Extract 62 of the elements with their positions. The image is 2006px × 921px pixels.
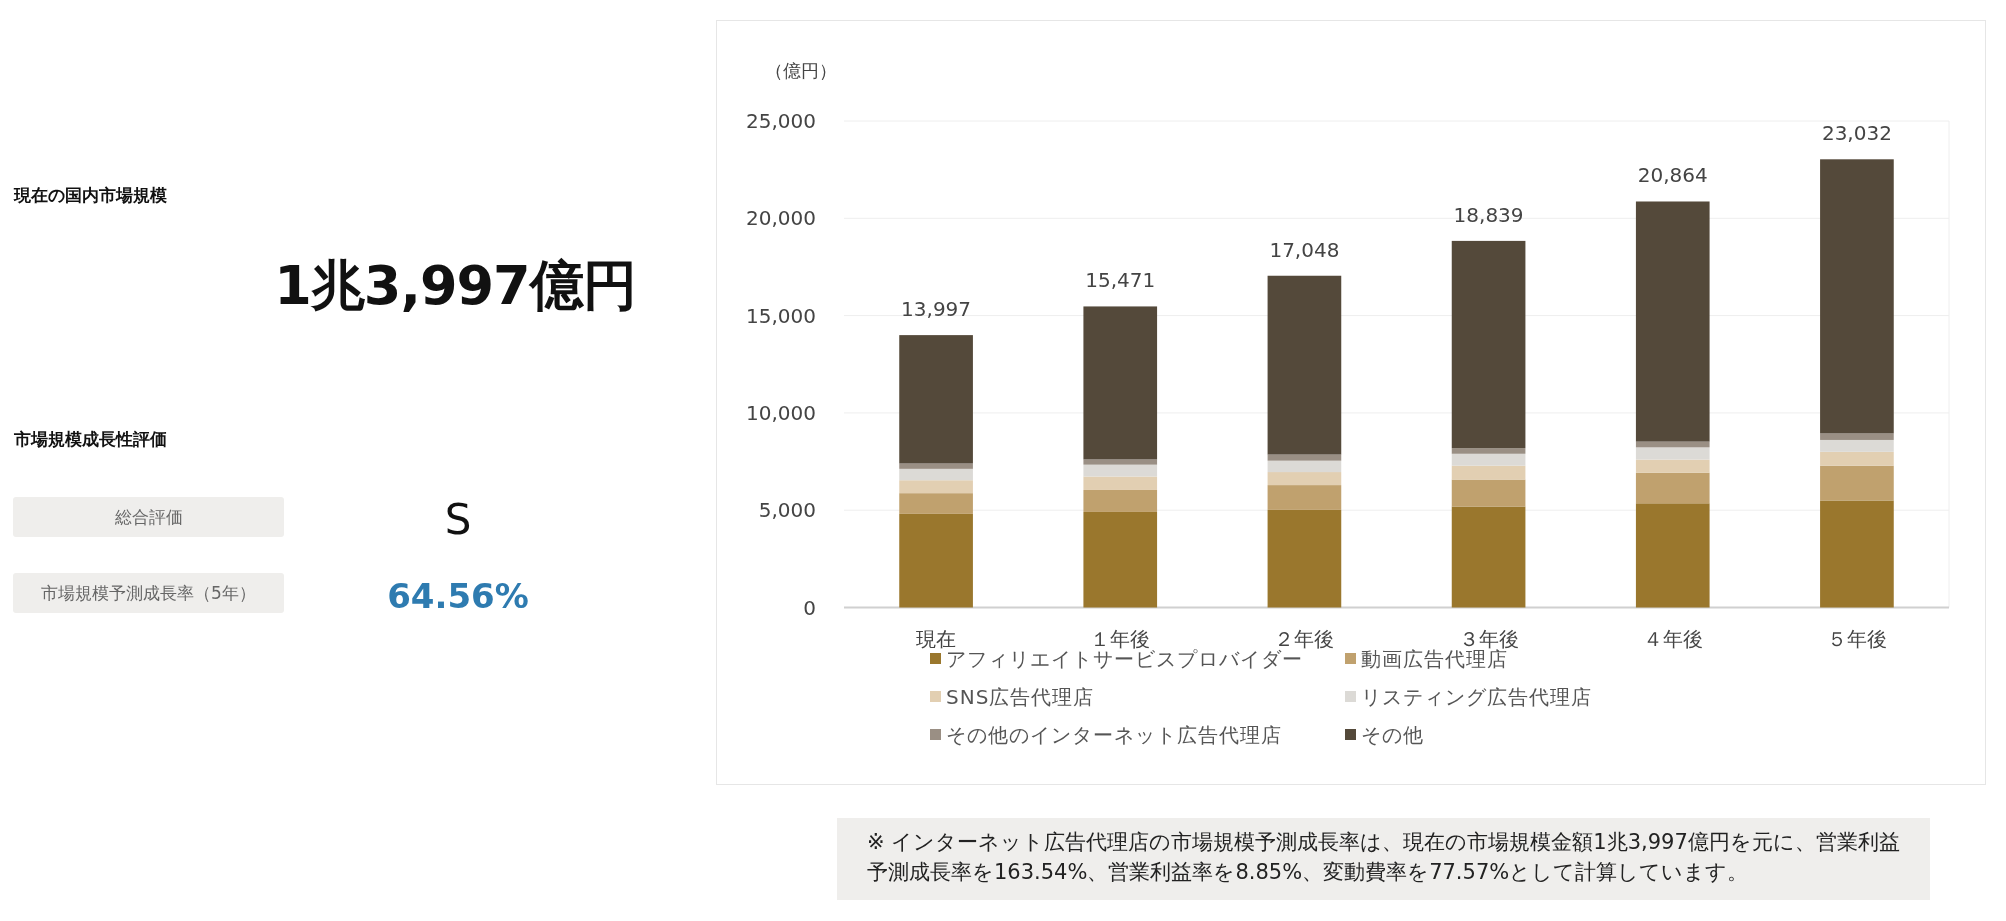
- bar: [1635, 472, 1710, 504]
- bar: [1820, 451, 1894, 466]
- text: 64.56%: [386, 576, 530, 616]
- total-label: 18,839: [1453, 202, 1524, 227]
- bar: [1451, 465, 1526, 480]
- legend-label: その他: [1361, 723, 1424, 747]
- total-label: 13,997: [901, 297, 972, 322]
- y-tick-label: 20,000: [746, 206, 816, 231]
- bar: [1820, 433, 1894, 440]
- bar: [1820, 159, 1894, 434]
- bar: [1635, 201, 1710, 442]
- bar: [899, 493, 973, 514]
- bar: [899, 463, 973, 469]
- bar: [1451, 506, 1526, 608]
- bar: [899, 335, 973, 464]
- y-tick-label: 15,000: [746, 303, 816, 328]
- text: 市場規模予測成長率（5年）: [13, 573, 284, 613]
- total-label: 15,471: [1085, 268, 1156, 293]
- bar: [899, 468, 973, 481]
- y-tick-label: 25,000: [746, 109, 816, 133]
- bar: [1267, 460, 1342, 473]
- x-tick-label: 現在: [916, 626, 957, 651]
- total-label: 20,864: [1637, 163, 1708, 188]
- total-label: 23,032: [1821, 121, 1892, 146]
- bar: [1451, 448, 1526, 454]
- x-tick-label: １年後: [1090, 626, 1151, 651]
- bar: [1267, 485, 1342, 510]
- total-label: 17,048: [1269, 237, 1340, 262]
- bar: [1083, 306, 1158, 460]
- bar: [1635, 447, 1710, 460]
- bar: [1820, 465, 1894, 501]
- y-tick-label: 0: [803, 595, 816, 620]
- bar: [1635, 459, 1710, 473]
- text: 総合評価: [13, 497, 284, 537]
- bar: [1267, 275, 1342, 455]
- text: 現在の国内市場規模: [14, 184, 167, 207]
- x-tick-label: ５年後: [1826, 626, 1887, 651]
- text: S: [443, 495, 473, 544]
- y-tick-label: 5,000: [758, 498, 816, 523]
- bar: [1820, 500, 1894, 608]
- text: ※ インターネット広告代理店の市場規模予測成長率は、現在の市場規模金額1兆3,997億円を元に、営業利益予測成長率を163.54%、営業利益率を8.85%、変動費率を77.57%として計算しています。: [837, 818, 1930, 900]
- bar: [1083, 511, 1158, 608]
- y-tick-label: 10,000: [746, 400, 816, 425]
- bar: [1267, 454, 1342, 461]
- y-axis-title: （億円）: [765, 60, 837, 81]
- bar: [1083, 489, 1158, 512]
- x-tick-label: ２年後: [1274, 626, 1335, 651]
- bar: [1267, 509, 1342, 608]
- bar: [1083, 464, 1158, 477]
- bar: [1451, 453, 1526, 466]
- bar: [1635, 503, 1710, 608]
- bar: [1267, 472, 1342, 486]
- bar: [1451, 240, 1526, 449]
- bar: [1820, 439, 1894, 452]
- bar: [899, 480, 973, 494]
- x-tick-label: ４年後: [1642, 626, 1703, 651]
- bar: [899, 513, 973, 608]
- bar: [1451, 479, 1526, 507]
- bar: [1083, 476, 1158, 490]
- bar: [1083, 459, 1158, 465]
- text: 1兆3,997億円: [273, 253, 637, 319]
- text: 市場規模成長性評価: [14, 428, 167, 451]
